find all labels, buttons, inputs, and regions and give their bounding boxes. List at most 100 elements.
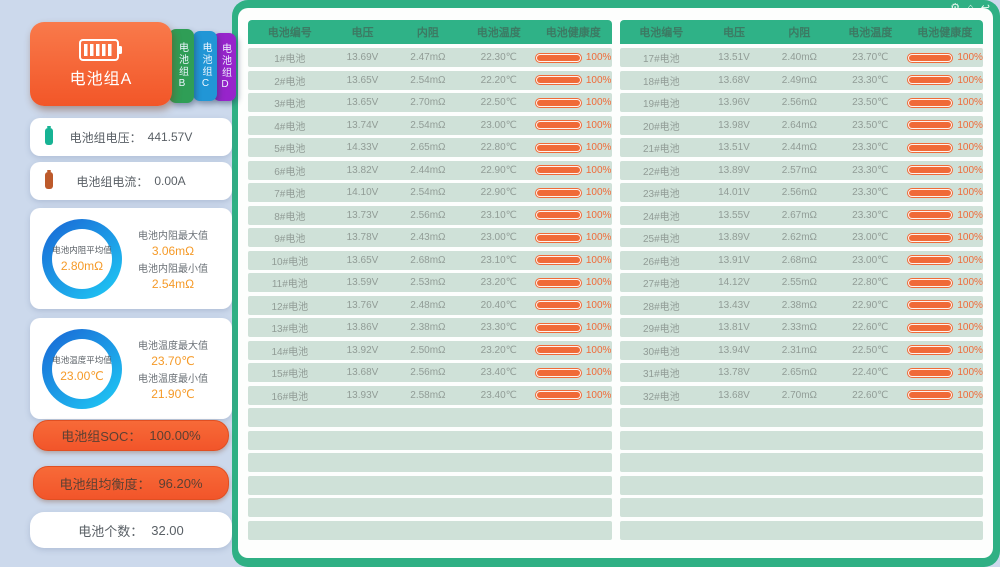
table-cell: 13.91V xyxy=(718,254,750,266)
table-cell: 2#电池 xyxy=(274,76,306,88)
table-cell: 30#电池 xyxy=(642,346,680,358)
table-cell: 2.54mΩ xyxy=(410,187,446,198)
table-cell: 13.69V xyxy=(346,52,379,63)
empty-row xyxy=(619,408,983,427)
health-cell: 100% xyxy=(535,232,611,243)
table-cell: 2.48mΩ xyxy=(410,299,446,311)
table-cell: 15#电池 xyxy=(271,369,309,380)
table-cell: 13.92V xyxy=(346,344,379,356)
table-row: 1#电池 13.69V 2.47mΩ 22.30℃ 100% xyxy=(248,48,612,67)
empty-row xyxy=(248,408,612,427)
tab-pack-b[interactable]: 电池组B xyxy=(169,29,194,103)
table-cell: 13.73V xyxy=(346,209,379,221)
table-cell: 23.00℃ xyxy=(480,232,517,243)
pack-voltage-card: 电池组电压： 441.57V xyxy=(30,118,232,156)
temperature-gauge-ring: 电池温度平均值 23.00℃ xyxy=(42,328,122,409)
health-cell: 100% xyxy=(906,52,983,63)
table-row: 23#电池 14.01V 2.56mΩ 23.30℃ 100% xyxy=(619,183,983,202)
table-cell: 13.65V xyxy=(346,74,379,86)
table-cell: 11#电池 xyxy=(271,279,308,290)
pack-current-card: 电池组电流： 0.00A xyxy=(30,162,232,200)
health-percent: 100% xyxy=(585,254,612,266)
table-cell: 22#电池 xyxy=(642,166,680,178)
table-cell: 23.40℃ xyxy=(480,389,517,401)
table-cell: 13.86V xyxy=(346,322,379,333)
temperature-avg-label: 电池温度平均值 xyxy=(52,355,112,365)
health-bar xyxy=(906,75,954,85)
table-row: 31#电池 13.78V 2.65mΩ 22.40℃ 100% xyxy=(619,363,983,382)
resistance-avg-label: 电池内阻平均值 xyxy=(52,245,112,255)
tab-pack-a[interactable]: 电池组A xyxy=(30,22,172,106)
table-cell: 29#电池 xyxy=(642,324,680,335)
table-cell: 14.12V xyxy=(718,277,750,288)
table-cell: 23.30℃ xyxy=(852,142,889,153)
health-percent: 100% xyxy=(957,367,983,378)
health-bar xyxy=(535,277,582,288)
resistance-avg-value: 2.80mΩ xyxy=(60,259,104,273)
table-cell: 25#电池 xyxy=(642,234,680,245)
table-cell: 2.70mΩ xyxy=(781,389,818,401)
table-cell: 13.65V xyxy=(346,254,379,266)
table-row: 24#电池 13.55V 2.67mΩ 23.30℃ 100% xyxy=(619,205,983,225)
health-percent: 100% xyxy=(957,299,983,311)
table-cell: 13.78V xyxy=(718,367,750,378)
health-bar xyxy=(906,300,954,310)
battery-current-icon xyxy=(45,170,53,189)
table-cell: 22.50℃ xyxy=(480,97,517,108)
resistance-gauge-card: 电池内阻平均值 2.80mΩ 电池内阻最大值 3.06mΩ 电池内阻最小值 2.… xyxy=(30,208,232,309)
table-cell: 13.98V xyxy=(718,119,750,131)
battery-count-value: 32.00 xyxy=(151,522,184,538)
table-row: 5#电池 14.33V 2.65mΩ 22.80℃ 100% xyxy=(248,138,612,157)
table-cell: 22.60℃ xyxy=(852,322,889,333)
table-row: 12#电池 13.76V 2.48mΩ 20.40℃ 100% xyxy=(248,295,612,315)
tab-pack-a-label: 电池组A xyxy=(69,71,133,88)
battery-table-right: 电池编号 电压 内阻 电池温度 电池健康度 17#电池 13.51V 2.40mΩ 23.70℃… xyxy=(619,20,983,548)
table-cell: 13.93V xyxy=(346,389,379,401)
health-percent: 100% xyxy=(957,322,983,333)
table-cell: 4#电池 xyxy=(274,121,306,133)
health-bar xyxy=(535,300,582,310)
health-cell: 100% xyxy=(535,277,611,288)
table-cell: 23.20℃ xyxy=(480,277,517,288)
table-cell: 22.90℃ xyxy=(480,187,517,198)
health-percent: 100% xyxy=(585,277,612,288)
resistance-max-label: 电池内阻最大值 xyxy=(138,230,208,242)
table-cell: 20#电池 xyxy=(642,121,680,133)
table-cell: 32#电池 xyxy=(642,391,680,403)
table-cell: 9#电池 xyxy=(274,234,306,245)
health-bar xyxy=(535,187,582,198)
health-bar xyxy=(535,232,582,243)
health-cell: 100% xyxy=(535,52,611,63)
tab-pack-c[interactable]: 电池组C xyxy=(193,31,217,101)
empty-row xyxy=(248,475,612,495)
health-percent: 100% xyxy=(585,74,612,86)
table-cell: 23.70℃ xyxy=(852,52,889,63)
tab-pack-d[interactable]: 电池组D xyxy=(213,33,236,101)
table-cell: 2.68mΩ xyxy=(410,254,446,266)
health-cell: 100% xyxy=(906,345,983,356)
table-cell: 23.20℃ xyxy=(480,344,517,356)
health-percent: 100% xyxy=(585,367,612,378)
table-cell: 14.01V xyxy=(718,187,750,198)
health-cell: 100% xyxy=(906,97,983,108)
health-cell: 100% xyxy=(535,390,611,401)
resistance-min-label: 电池内阻最小值 xyxy=(138,263,208,275)
health-cell: 100% xyxy=(535,322,611,333)
health-cell: 100% xyxy=(906,277,983,288)
health-bar xyxy=(535,210,582,220)
resistance-gauge-ring: 电池内阻平均值 2.80mΩ xyxy=(42,218,122,299)
health-percent: 100% xyxy=(585,52,612,63)
pack-soc-badge: 电池组SOC： 100.00% xyxy=(33,420,229,451)
health-cell: 100% xyxy=(906,322,983,333)
table-cell: 13.89V xyxy=(718,164,750,176)
table-cell: 2.40mΩ xyxy=(781,52,818,63)
health-percent: 100% xyxy=(957,52,983,63)
health-cell: 100% xyxy=(906,232,983,243)
health-bar xyxy=(906,120,954,130)
health-percent: 100% xyxy=(585,322,612,333)
table-cell: 13.51V xyxy=(718,142,750,153)
table-cell: 23.30℃ xyxy=(852,209,889,221)
health-cell: 100% xyxy=(906,390,983,401)
table-cell: 13.78V xyxy=(346,232,379,243)
table-cell: 2.55mΩ xyxy=(781,277,818,288)
